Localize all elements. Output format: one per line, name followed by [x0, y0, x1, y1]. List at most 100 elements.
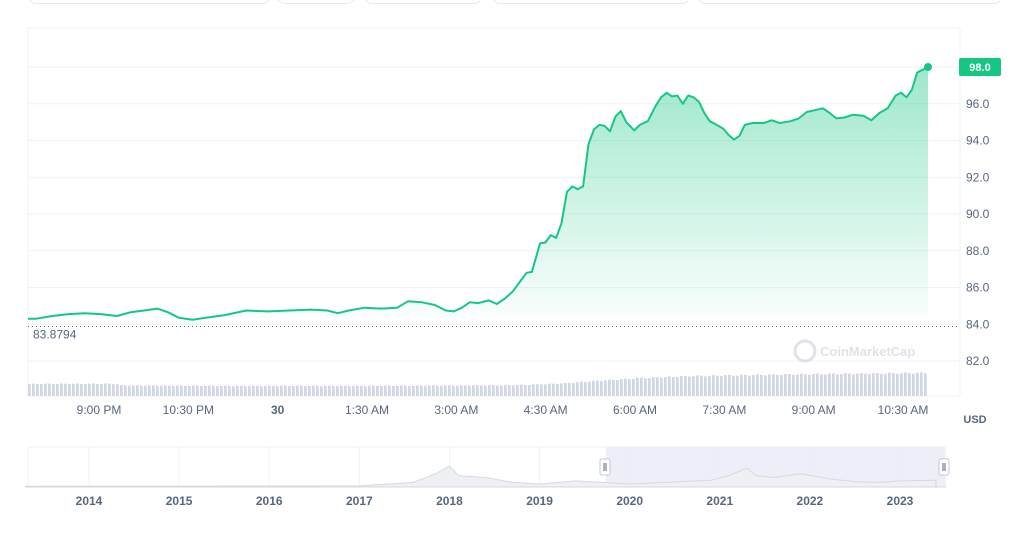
x-tick-label: 10:30 AM	[878, 403, 929, 417]
volume-bar	[60, 383, 63, 396]
volume-bar	[632, 378, 635, 396]
volume-bar	[88, 383, 91, 396]
volume-bar	[644, 378, 647, 396]
volume-bar	[820, 374, 823, 396]
volume-bar	[512, 385, 515, 396]
volume-bar	[204, 386, 207, 396]
volume-bar	[32, 383, 35, 396]
volume-bar	[412, 385, 415, 396]
volume-bar	[240, 385, 243, 396]
volume-bar	[76, 383, 79, 396]
volume-bar	[292, 386, 295, 396]
volume-bar	[872, 373, 875, 396]
volume-bar	[168, 385, 171, 396]
volume-bar	[692, 376, 695, 396]
volume-bar	[828, 373, 831, 396]
volume-bar	[388, 385, 391, 396]
volume-bar	[616, 380, 619, 396]
volume-bar	[832, 373, 835, 396]
volume-bar	[580, 381, 583, 396]
volume-bar	[856, 373, 859, 396]
volume-bar	[688, 376, 691, 396]
volume-bar	[116, 384, 119, 396]
watermark: CoinMarketCap	[793, 339, 915, 363]
volume-bar	[148, 385, 151, 396]
volume-bar	[444, 385, 447, 396]
volume-bar	[484, 385, 487, 396]
volume-bar	[912, 373, 915, 396]
volume-bar	[764, 375, 767, 396]
volume-bar	[480, 385, 483, 396]
watermark-text: CoinMarketCap	[820, 344, 915, 359]
volume-bar	[196, 385, 199, 396]
volume-bar	[416, 385, 419, 396]
volume-bar	[368, 385, 371, 396]
volume-bar	[304, 386, 307, 396]
volume-bar	[356, 385, 359, 396]
volume-bar	[604, 380, 607, 396]
volume-bar	[504, 384, 507, 396]
volume-bar	[80, 383, 83, 396]
volume-bar	[584, 381, 587, 396]
volume-bar	[380, 386, 383, 396]
volume-bar	[160, 385, 163, 396]
volume-bar	[460, 385, 463, 396]
volume-bar	[404, 385, 407, 396]
volume-bar	[40, 384, 43, 396]
volume-bar	[756, 374, 759, 396]
volume-bar	[840, 374, 843, 396]
volume-bar	[28, 383, 31, 396]
volume-bar	[736, 375, 739, 396]
volume-bar	[448, 385, 451, 396]
volume-bar	[476, 385, 479, 396]
volume-bar	[760, 374, 763, 396]
volume-bar	[128, 385, 131, 396]
volume-bar	[264, 385, 267, 396]
y-tick-label: 86.0	[966, 281, 990, 295]
volume-bar	[676, 377, 679, 396]
volume-bar	[268, 385, 271, 396]
last-price-badge-text: 98.0	[969, 62, 990, 74]
volume-bar	[696, 375, 699, 396]
last-price-dot	[924, 63, 932, 71]
volume-bar	[208, 385, 211, 396]
volume-bar	[408, 386, 411, 396]
volume-bar	[572, 383, 575, 396]
volume-bar	[260, 386, 263, 396]
volume-bar	[636, 377, 639, 396]
volume-bar	[672, 377, 675, 396]
volume-bar	[332, 386, 335, 396]
volume-bar	[52, 384, 55, 396]
volume-bar	[320, 386, 323, 396]
volume-bar	[352, 386, 355, 396]
volume-bar	[64, 383, 67, 396]
volume-bar	[656, 377, 659, 396]
volume-bar	[184, 385, 187, 396]
volume-bar	[276, 386, 279, 396]
volume-bar	[188, 386, 191, 396]
volume-bar	[880, 373, 883, 396]
volume-bar	[864, 373, 867, 396]
volume-bar	[852, 374, 855, 396]
volume-bar	[92, 383, 95, 396]
x-axis-labels: 9:00 PM 10:30 PM 30 1:30 AM 3:00 AM 4:30 AM 6:…	[77, 403, 929, 417]
volume-bar	[324, 385, 327, 396]
volume-bar	[716, 375, 719, 396]
volume-bar	[120, 385, 123, 396]
volume-bar	[920, 372, 923, 396]
volume-bar	[904, 372, 907, 396]
volume-bar	[916, 372, 919, 396]
volume-bar	[216, 386, 219, 396]
volume-bar	[112, 384, 115, 396]
volume-bar	[792, 375, 795, 396]
volume-bar	[752, 375, 755, 396]
volume-bar	[372, 385, 375, 396]
volume-bar	[732, 375, 735, 396]
volume-bar	[392, 385, 395, 396]
volume-bar	[596, 380, 599, 396]
volume-bar	[728, 374, 731, 396]
volume-bar	[568, 383, 571, 396]
x-tick-label: 10:30 PM	[163, 403, 214, 417]
volume-bar	[844, 373, 847, 396]
